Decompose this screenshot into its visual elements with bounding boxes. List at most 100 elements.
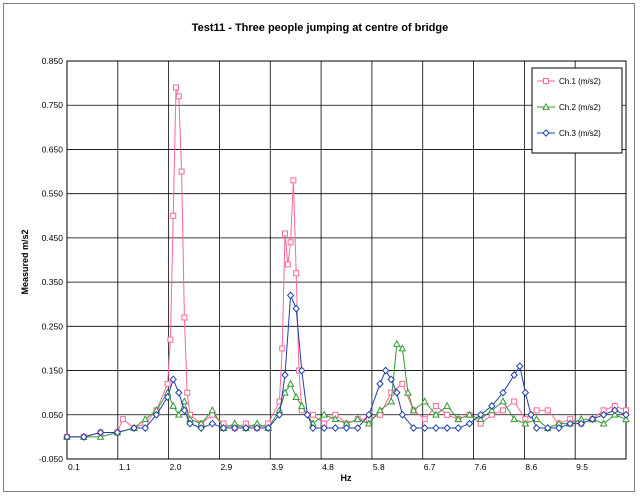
- data-point-ch1: [184, 389, 191, 396]
- data-point-ch2: [420, 397, 429, 405]
- y-tick-label: 0.450: [42, 233, 64, 243]
- data-point-ch3: [432, 424, 440, 432]
- data-point-ch3: [303, 410, 312, 419]
- data-point-ch3: [180, 406, 189, 415]
- data-point-ch1: [284, 261, 291, 268]
- data-point-ch2: [465, 410, 474, 418]
- x-tick-label: 4.8: [322, 462, 334, 472]
- data-point-ch3: [264, 424, 272, 432]
- y-tick-label: 0.250: [42, 321, 64, 331]
- data-point-ch3: [409, 424, 418, 432]
- data-point-ch1: [399, 380, 406, 387]
- legend-label-ch1: Ch.1 (m/s2): [559, 77, 601, 86]
- data-point-ch2: [392, 339, 401, 347]
- data-point-ch3: [113, 428, 121, 437]
- data-point-ch3: [465, 419, 474, 428]
- data-point-ch3: [63, 432, 71, 441]
- data-point-ch2: [292, 392, 301, 400]
- series-line-ch3: [67, 295, 627, 438]
- data-point-ch2: [331, 414, 340, 423]
- data-point-ch3: [281, 371, 289, 379]
- data-point-ch1: [167, 336, 174, 343]
- data-point-ch2: [454, 414, 463, 423]
- data-point-ch3: [309, 424, 317, 432]
- data-point-ch3: [387, 375, 395, 384]
- data-point-ch2: [599, 419, 608, 427]
- data-point-ch3: [421, 424, 429, 432]
- data-point-ch3: [476, 410, 485, 419]
- data-point-ch3: [292, 304, 300, 313]
- data-point-ch2: [180, 397, 189, 405]
- data-point-ch1: [287, 239, 294, 246]
- data-point-ch3: [555, 424, 563, 432]
- data-point-ch2: [521, 419, 530, 427]
- data-point-ch1: [421, 416, 428, 423]
- data-point-ch2: [622, 414, 630, 423]
- data-point-ch3: [611, 406, 619, 415]
- data-point-ch1: [164, 380, 171, 387]
- data-point-ch2: [96, 432, 105, 440]
- data-point-ch2: [409, 406, 418, 414]
- legend-marker-ch1: [543, 78, 549, 84]
- data-point-ch2: [387, 397, 396, 405]
- data-point-ch1: [388, 389, 395, 396]
- data-point-ch3: [152, 410, 161, 419]
- data-point-ch2: [141, 414, 150, 423]
- data-point-ch3: [231, 424, 239, 432]
- data-point-ch3: [599, 410, 608, 419]
- data-point-ch1: [178, 168, 185, 175]
- data-point-ch1: [432, 402, 439, 409]
- data-point-ch3: [242, 424, 250, 432]
- y-tick-label: 0.550: [42, 189, 64, 199]
- x-tick-label: 1.1: [119, 462, 131, 472]
- data-point-ch3: [253, 424, 261, 432]
- legend-label-ch3: Ch.3 (m/s2): [559, 129, 601, 138]
- y-tick-label: 0.150: [42, 366, 64, 376]
- data-point-ch3: [566, 419, 574, 428]
- data-point-ch2: [476, 414, 485, 423]
- y-tick-label: 0.050: [42, 410, 64, 420]
- data-point-ch3: [454, 424, 462, 432]
- data-point-ch2: [499, 397, 507, 405]
- y-tick-label: 0.850: [42, 56, 64, 66]
- data-point-ch3: [488, 402, 496, 410]
- legend-label-ch2: Ch.2 (m/s2): [559, 103, 601, 112]
- data-point-ch1: [544, 407, 551, 414]
- data-point-ch3: [521, 388, 530, 397]
- data-point-ch3: [186, 419, 194, 428]
- data-point-ch2: [281, 388, 289, 396]
- data-point-ch2: [376, 406, 384, 414]
- data-point-ch3: [499, 388, 507, 397]
- data-point-ch2: [320, 410, 328, 418]
- data-point-ch3: [342, 424, 351, 432]
- data-point-ch2: [398, 344, 407, 352]
- data-point-ch1: [181, 314, 188, 321]
- data-point-ch1: [170, 212, 177, 219]
- data-point-ch1: [511, 398, 518, 405]
- x-tick-label: 5.8: [373, 462, 385, 472]
- data-point-ch3: [588, 415, 597, 424]
- data-point-ch2: [432, 410, 440, 418]
- data-point-ch1: [293, 270, 300, 277]
- x-tick-label: 9.5: [576, 462, 588, 472]
- data-point-ch3: [527, 410, 535, 419]
- data-point-ch3: [320, 424, 328, 432]
- data-point-ch1: [290, 177, 297, 184]
- data-point-ch2: [297, 401, 306, 409]
- data-point-ch3: [510, 371, 518, 379]
- data-point-ch2: [532, 414, 541, 423]
- data-point-ch2: [488, 406, 496, 414]
- plot-area: -0.050 0.050 0.150 0.250 0.350 0.450 0.550 0.65…: [39, 56, 630, 472]
- x-tick-label: 6.7: [424, 462, 436, 472]
- y-tick-label: 0.350: [42, 277, 64, 287]
- data-point-ch3: [141, 424, 149, 432]
- data-point-ch1: [444, 411, 451, 418]
- data-point-ch1: [175, 93, 182, 100]
- data-point-ch3: [393, 388, 401, 397]
- data-point-ch3: [197, 424, 205, 432]
- data-point-ch3: [80, 432, 88, 441]
- data-point-ch2: [443, 401, 451, 409]
- data-point-ch3: [544, 424, 552, 432]
- data-point-ch1: [119, 416, 126, 423]
